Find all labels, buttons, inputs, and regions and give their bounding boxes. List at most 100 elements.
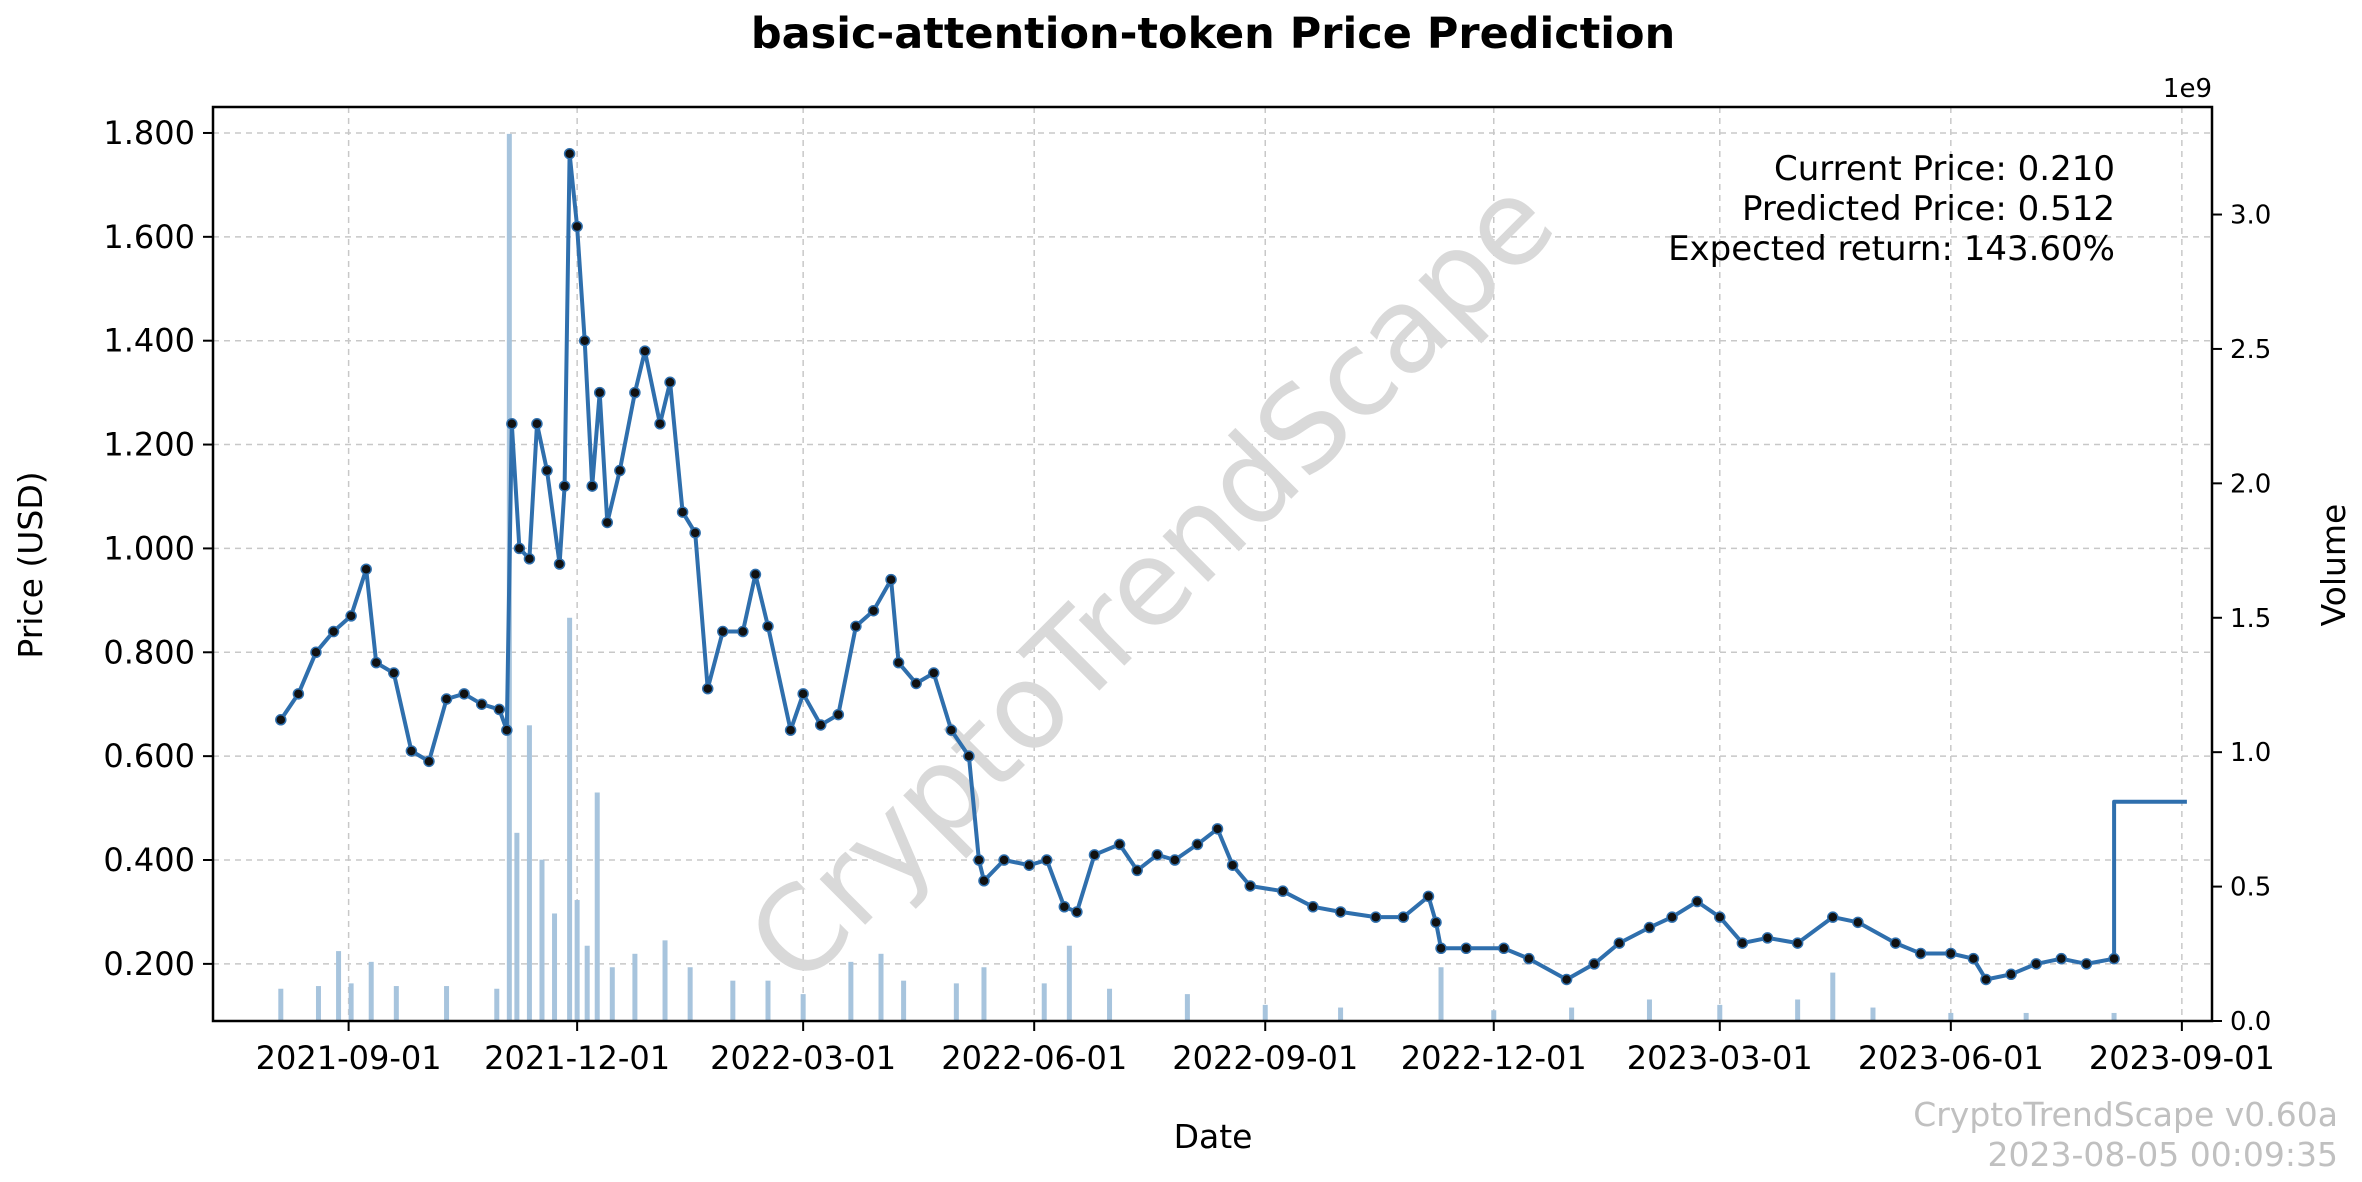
price-point [1369, 911, 1382, 923]
price-point [1058, 901, 1071, 913]
volume-bar [687, 967, 693, 1021]
y-tick-label: 0.200 [103, 945, 195, 983]
y2-tick-label: 2.0 [2230, 469, 2271, 499]
price-point [1071, 906, 1083, 918]
volume-bar [1184, 994, 1190, 1021]
volume-bar [539, 859, 545, 1021]
price-point [927, 667, 940, 679]
x-tick-label: 2022-09-01 [1172, 1039, 1358, 1077]
price-point [654, 418, 666, 430]
price-point [1967, 952, 1980, 965]
x-axis-label: Date [1174, 1117, 1253, 1156]
volume-bar [901, 980, 907, 1021]
price-point [1852, 916, 1864, 929]
volume-bar [1262, 1004, 1268, 1021]
predicted-price-annotation: Predicted Price: 0.512 [1742, 189, 2115, 229]
price-point [1714, 911, 1726, 923]
y-tick-label: 1.200 [103, 426, 195, 464]
price-point [1397, 911, 1410, 923]
y2-tick-label: 2.5 [2230, 335, 2271, 365]
price-point [292, 688, 305, 700]
price-point [717, 625, 729, 638]
x-tick-label: 2023-03-01 [1627, 1039, 1813, 1077]
price-point [1980, 973, 1992, 986]
price-point [1827, 911, 1839, 923]
volume-bar [514, 832, 520, 1021]
y2-tick-label: 0.5 [2230, 873, 2271, 903]
x-tick-label: 2023-09-01 [2089, 1039, 2275, 1077]
volume-bar [1066, 945, 1072, 1021]
price-point [676, 506, 689, 518]
volume-bar [878, 953, 884, 1021]
footer-version: CryptoTrendScape v0.60a [1913, 1095, 2338, 1134]
price-point [1113, 838, 1126, 851]
expected-return-annotation: Expected return: 143.60% [1668, 229, 2115, 269]
price-point [1088, 849, 1101, 861]
price-point [571, 220, 583, 233]
volume-bar [393, 986, 399, 1021]
volume-bar [336, 951, 342, 1021]
price-point [978, 875, 990, 887]
volume-bar [609, 967, 615, 1021]
current-price-annotation: Current Price: 0.210 [1774, 149, 2115, 189]
y2-axis-label: Volume [2314, 504, 2353, 627]
volume-multiplier-label: 1e9 [2163, 74, 2212, 104]
price-point [689, 527, 701, 539]
price-point [578, 334, 591, 347]
price-point [1422, 890, 1435, 903]
volume-bar [278, 988, 284, 1021]
volume-bar [594, 792, 600, 1021]
price-point [601, 516, 614, 529]
price-point [885, 573, 897, 586]
volume-bar [526, 725, 532, 1021]
plot-frame [211, 105, 2214, 1023]
price-point [2030, 958, 2042, 970]
volume-bar [1795, 999, 1801, 1021]
volume-bar [552, 913, 558, 1021]
price-point [1613, 937, 1626, 949]
price-point [910, 677, 922, 690]
prediction-line [2112, 799, 2187, 959]
price-point [1191, 838, 1204, 851]
volume-bar [1830, 972, 1836, 1021]
price-point [1914, 947, 1927, 960]
volume-bar [315, 986, 321, 1021]
price-annotations: Current Price: 0.210 Predicted Price: 0.… [1668, 149, 2115, 269]
y-tick-label: 1.400 [103, 322, 195, 360]
y-tick-label: 1.800 [103, 114, 195, 152]
price-point [586, 480, 598, 492]
x-tick-label: 2021-09-01 [256, 1039, 442, 1077]
price-point [405, 745, 418, 757]
price-point [614, 464, 626, 477]
price-point [475, 698, 488, 710]
price-point [275, 714, 287, 726]
volume-bar [348, 983, 354, 1021]
y2-tick-label: 3.0 [2230, 201, 2271, 231]
price-point [593, 386, 606, 399]
chart-title: basic-attention-token Price Prediction [751, 9, 1675, 59]
price-point [1643, 921, 1656, 934]
price-point [1523, 952, 1535, 965]
volume-bar [368, 961, 374, 1021]
price-point [701, 682, 714, 695]
y-tick-label: 1.000 [103, 529, 195, 567]
price-point [2055, 952, 2068, 965]
price-point [310, 646, 322, 659]
price-point [1430, 916, 1442, 929]
price-point [762, 620, 774, 633]
footer-timestamp: 2023-08-05 00:09:35 [1988, 1135, 2338, 1174]
x-tick-label: 2022-03-01 [710, 1039, 896, 1077]
x-tick-label: 2022-06-01 [941, 1039, 1127, 1077]
y-tick-label: 0.400 [103, 841, 195, 879]
volume-bar [1338, 1007, 1344, 1021]
price-point [1041, 854, 1053, 866]
price-point [814, 719, 827, 731]
price-point [1169, 854, 1181, 866]
price-point [784, 724, 797, 736]
price-point [1023, 859, 1035, 871]
x-tick-label: 2023-06-01 [1858, 1039, 2044, 1077]
y-tick-label: 0.600 [103, 737, 195, 775]
price-point [388, 667, 400, 679]
price-point [664, 376, 676, 388]
